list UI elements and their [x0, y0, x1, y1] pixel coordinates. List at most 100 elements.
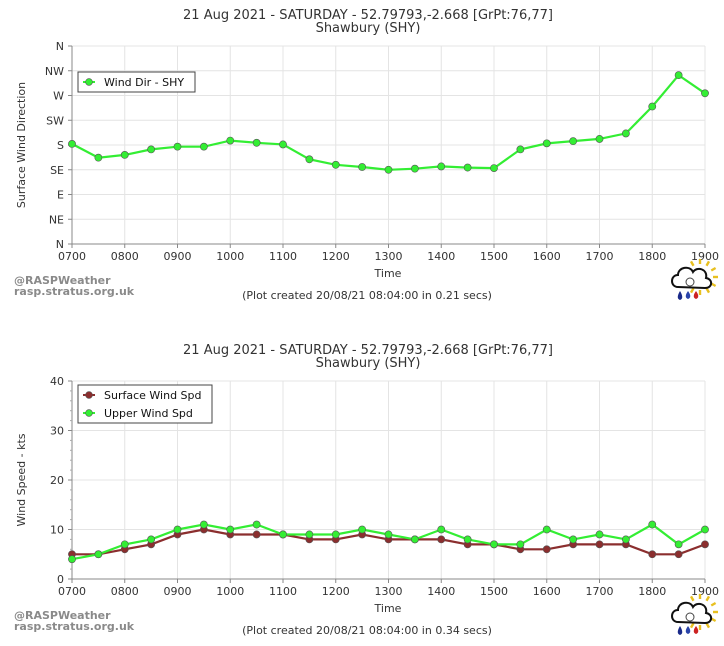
data-point [490, 164, 498, 172]
y-tick-label: W [53, 90, 64, 103]
x-tick-label: 1600 [533, 250, 561, 263]
data-point [226, 525, 235, 534]
data-point [94, 550, 103, 559]
data-point [252, 530, 261, 539]
data-point [410, 535, 419, 544]
sun-ray [689, 595, 695, 602]
chart-1: 21 Aug 2021 - SATURDAY - 52.79793,-2.668… [14, 8, 719, 302]
y-tick-label: 10 [50, 524, 64, 537]
data-point [569, 137, 578, 146]
x-tick-label: 0800 [111, 585, 139, 598]
y-tick-label: NE [49, 213, 64, 226]
data-point [437, 162, 446, 171]
chart-2: 21 Aug 2021 - SATURDAY - 52.79793,-2.668… [14, 343, 719, 637]
brand-line-1: @RASPWeather [14, 274, 111, 287]
data-point [463, 163, 472, 172]
data-point [516, 540, 525, 549]
data-point [674, 540, 683, 549]
brand-line-2: rasp.stratus.org.uk [14, 285, 135, 298]
data-point [542, 139, 551, 148]
x-tick-label: 1500 [480, 585, 508, 598]
data-point [358, 525, 367, 534]
data-point [384, 530, 393, 539]
legend-label: Wind Dir - SHY [104, 76, 184, 89]
data-point [542, 545, 551, 554]
y-tick-label: 20 [50, 474, 64, 487]
y-tick-label: 0 [57, 573, 64, 586]
data-point [648, 520, 657, 529]
x-tick-label: 1100 [269, 585, 297, 598]
data-point [648, 550, 657, 559]
chart-subtitle: Shawbury (SHY) [316, 21, 421, 36]
sun-ray [710, 601, 717, 607]
legend-swatch-marker [85, 409, 93, 417]
x-tick-label: 1800 [638, 585, 666, 598]
y-tick-label: N [56, 238, 64, 251]
plot-created-note: (Plot created 20/08/21 08:04:00 in 0.21 … [242, 289, 492, 302]
x-tick-label: 0800 [111, 250, 139, 263]
gear-mark [685, 277, 695, 287]
data-point [490, 540, 498, 549]
weather-logo-icon [671, 594, 718, 635]
chart-title: 21 Aug 2021 - SATURDAY - 52.79793,-2.668… [183, 8, 553, 23]
data-point [226, 136, 235, 145]
brand-line-2: rasp.stratus.org.uk [14, 620, 135, 633]
x-tick-label: 1200 [322, 585, 350, 598]
data-point [94, 153, 103, 162]
data-point [463, 535, 472, 544]
data-point [358, 163, 367, 171]
data-point [147, 535, 156, 544]
y-tick-label: N [56, 40, 64, 53]
data-point [516, 145, 525, 154]
weather-logo-icon [671, 259, 718, 300]
data-point [569, 535, 578, 544]
x-tick-label: 1300 [375, 585, 403, 598]
data-point [68, 555, 76, 564]
x-tick-label: 1700 [586, 250, 614, 263]
x-tick-label: 0700 [58, 250, 86, 263]
data-point [279, 530, 287, 539]
data-point [437, 535, 446, 544]
data-point [173, 525, 182, 534]
data-point [410, 164, 419, 173]
x-axis-label: Time [374, 602, 402, 615]
data-point [648, 102, 657, 111]
sun-ray [705, 595, 711, 602]
x-tick-label: 1000 [216, 585, 244, 598]
sun-ray [689, 287, 695, 294]
x-tick-label: 0900 [164, 250, 192, 263]
data-point [147, 145, 156, 154]
raindrop [677, 626, 683, 635]
data-point [252, 520, 261, 529]
data-point [595, 540, 604, 549]
sun-ray [705, 260, 711, 267]
x-tick-label: 1400 [427, 250, 455, 263]
sun-ray [689, 260, 695, 267]
data-point [384, 165, 393, 174]
data-point [437, 525, 446, 534]
data-point [701, 540, 709, 549]
legend-box [77, 384, 213, 424]
x-tick-label: 1000 [216, 250, 244, 263]
data-point [542, 525, 551, 534]
x-tick-label: 1500 [480, 250, 508, 263]
data-point [120, 150, 129, 159]
x-tick-label: 0700 [58, 585, 86, 598]
data-point [199, 142, 208, 151]
sun-ray [705, 622, 711, 629]
legend-label: Surface Wind Spd [104, 389, 202, 402]
x-tick-label: 1100 [269, 250, 297, 263]
data-point [252, 138, 261, 147]
legend: Wind Dir - SHY [77, 71, 196, 93]
raindrop [693, 626, 699, 634]
x-axis-label: Time [374, 267, 402, 280]
legend-label: Upper Wind Spd [104, 407, 193, 420]
legend: Surface Wind Spd Upper Wind Spd [77, 384, 213, 424]
series-upper-wind-spd [68, 520, 709, 564]
data-point [331, 160, 340, 169]
data-point [595, 135, 604, 143]
sun-ray [689, 622, 695, 629]
x-tick-label: 1900 [691, 585, 719, 598]
brand-line-1: @RASPWeather [14, 609, 111, 622]
